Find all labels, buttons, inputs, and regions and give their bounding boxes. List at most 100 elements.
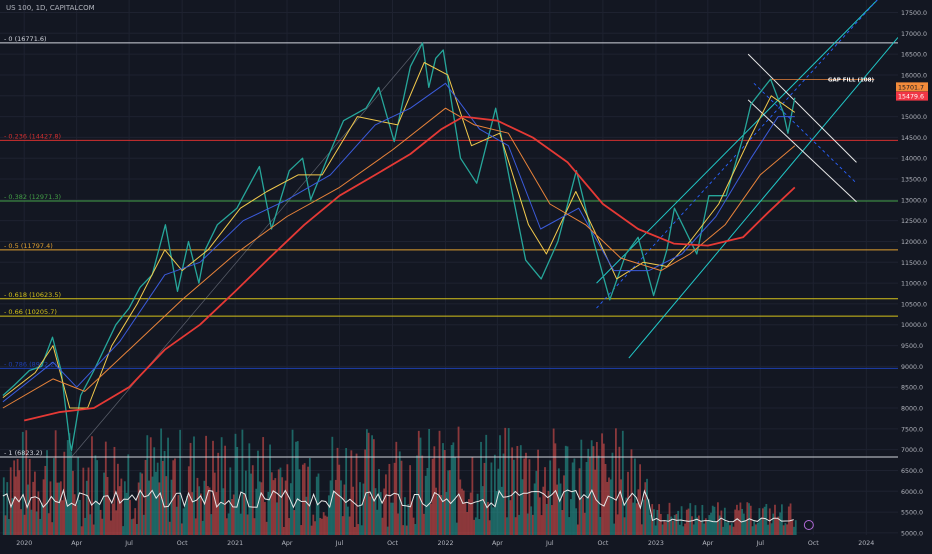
volume-bar <box>506 517 508 535</box>
volume-bar <box>697 515 700 535</box>
volume-bar <box>684 523 686 535</box>
volume-bar <box>103 472 105 535</box>
fibonacci-levels: - 0 (16771.6) - 0.236 (14427.8) - 0.382 (1… <box>0 35 898 458</box>
x-tick-label: 2022 <box>438 540 454 547</box>
volume-bar <box>153 447 156 535</box>
volume-bar <box>321 518 323 535</box>
volume-bar <box>606 481 609 535</box>
volume-bar <box>295 441 297 535</box>
volume-bar <box>768 508 771 535</box>
volume-bar <box>281 477 284 535</box>
volume-bar <box>104 441 107 535</box>
trend-median-dashed <box>753 82 857 184</box>
volume-bar <box>123 481 126 535</box>
x-tick-label: Oct <box>808 540 819 547</box>
volume-bar <box>296 441 299 535</box>
volume-bar <box>725 522 728 535</box>
volume-bar <box>753 520 756 535</box>
volume-bar <box>56 482 59 535</box>
volume-bar <box>440 495 443 535</box>
volume-bar <box>538 497 541 535</box>
volume-bar <box>582 497 584 535</box>
volume-bar <box>547 490 550 535</box>
x-tick-label: Jul <box>335 540 344 547</box>
volume-bar <box>540 515 543 535</box>
volume-bar <box>466 511 469 535</box>
volume-bar <box>447 470 450 535</box>
volume-bar <box>367 432 370 535</box>
volume-bar <box>97 503 100 535</box>
close-price-tag: 15479.6 <box>898 94 924 101</box>
volume-bar <box>637 489 640 535</box>
volume-bar <box>236 446 239 535</box>
volume-bar <box>594 469 597 535</box>
volume-bar <box>722 526 725 535</box>
volume-bar <box>573 458 576 535</box>
time-axis: 2020 Apr Jul Oct 2021 Apr Jul Oct 2022 Apr Jul Oct 2… <box>16 540 874 547</box>
volume-bar <box>563 475 565 535</box>
volume-bar <box>305 496 308 535</box>
volume-bar <box>473 519 476 535</box>
volume-bar <box>737 510 740 535</box>
volume-bar <box>443 450 446 535</box>
volume-bar <box>734 509 737 535</box>
volume-bar <box>653 509 655 535</box>
volume-bar <box>246 514 249 535</box>
trend-upper-line <box>747 53 857 163</box>
volume-bar <box>635 503 638 535</box>
volume-bar <box>217 452 220 535</box>
x-tick-label: Oct <box>387 540 398 547</box>
volume-bar <box>334 479 337 535</box>
volume-bar <box>592 446 595 535</box>
volume-bar <box>87 467 90 535</box>
volume-bar <box>404 497 406 535</box>
volume-bar <box>703 523 705 535</box>
volume-bar <box>402 525 405 535</box>
volume-bar <box>511 447 514 535</box>
volume-bar <box>699 521 702 535</box>
volume-bar <box>34 471 36 535</box>
volume-bar <box>194 518 197 535</box>
volume-bar <box>405 525 408 535</box>
close-price-tag-bg <box>896 91 928 101</box>
volume-bar <box>492 507 495 535</box>
volume-bar <box>156 462 159 535</box>
volume-bar <box>267 491 270 535</box>
volume-bar <box>49 481 52 535</box>
volume-bar <box>621 430 624 535</box>
volume-bar <box>288 518 290 535</box>
volume-bar <box>468 499 470 535</box>
volume-bar <box>616 514 619 535</box>
x-tick-label: Oct <box>597 540 608 547</box>
volume-bar <box>364 449 367 535</box>
volume-bar <box>125 492 128 535</box>
volume-bar <box>319 517 322 535</box>
volume-bar <box>108 498 111 535</box>
volume-bar <box>604 463 607 535</box>
volume-bar <box>666 514 669 535</box>
volume-bar <box>239 513 242 535</box>
volume-bar <box>84 517 86 535</box>
volume-bar <box>518 514 520 535</box>
volume-bar <box>179 429 182 535</box>
volume-bar <box>646 478 648 535</box>
volume-bar <box>583 512 586 535</box>
volume-bar <box>243 493 246 535</box>
volume-bar <box>151 476 154 535</box>
volume-bar <box>390 502 393 535</box>
series-price <box>2 42 796 452</box>
x-tick-label: 2024 <box>858 540 874 547</box>
volume-bar <box>504 427 507 535</box>
volume-bar <box>187 466 190 535</box>
y-tick-label: 8500.0 <box>901 385 923 392</box>
volume-bar <box>113 446 116 535</box>
volume-bar <box>198 486 201 535</box>
grid <box>0 0 898 535</box>
volume-bar <box>314 521 316 535</box>
volume-bar <box>597 455 600 535</box>
volume-bar <box>429 503 432 535</box>
volume-bar <box>493 454 496 535</box>
volume-bar <box>46 450 48 535</box>
volume-bar <box>250 473 252 535</box>
